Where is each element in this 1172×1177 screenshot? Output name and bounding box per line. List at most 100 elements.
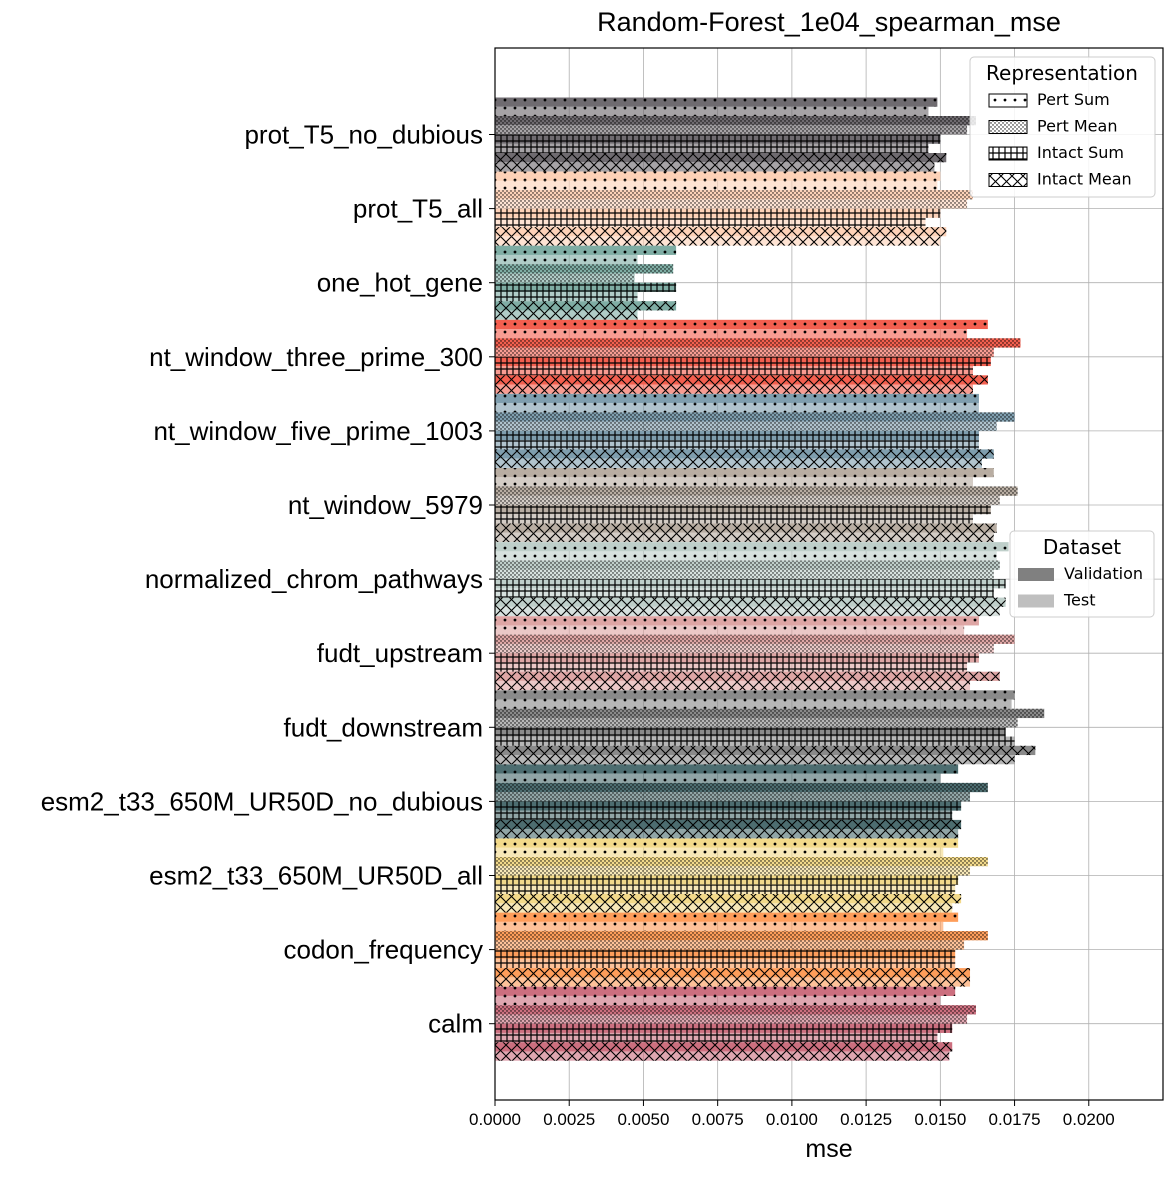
bar <box>495 264 674 274</box>
bars <box>495 97 1045 1061</box>
bar <box>495 1032 938 1043</box>
x-tick-label: 0.0125 <box>840 1110 892 1129</box>
bar <box>495 551 997 561</box>
legend-entry: Pert Sum <box>988 90 1110 109</box>
y-tick-label: calm <box>428 1009 483 1039</box>
bar <box>495 662 968 672</box>
bar <box>495 143 929 153</box>
legend-entry: Intact Mean <box>988 170 1132 189</box>
bar <box>495 134 941 144</box>
bar <box>495 449 994 459</box>
legend-label: Validation <box>1064 564 1143 583</box>
bar <box>495 523 997 533</box>
bar <box>495 329 968 339</box>
bar <box>495 468 994 478</box>
bar <box>495 366 973 376</box>
bar <box>495 347 994 357</box>
bar <box>495 495 1000 505</box>
bar <box>495 643 994 654</box>
legend-representation: Representation Pert Sum Pert Mean Intact Su… <box>969 56 1156 198</box>
bar <box>495 912 959 922</box>
y-tick-label: nt_window_5979 <box>288 490 483 520</box>
x-axis: 0.0000 0.0025 0.0050 0.0075 0.0100 0.0125 0.01… <box>469 1100 1115 1129</box>
bar <box>495 569 994 580</box>
bar <box>495 273 635 283</box>
y-tick-label: fudt_upstream <box>317 638 483 668</box>
bar <box>495 931 988 941</box>
bar <box>495 116 976 126</box>
bar <box>495 625 965 635</box>
legend-entry: Validation <box>1018 564 1143 583</box>
bar <box>495 616 979 626</box>
legend-frame <box>969 56 1156 198</box>
bar <box>495 180 938 191</box>
bar <box>495 699 1012 709</box>
legend-dataset: Dataset Validation Test <box>1009 530 1155 618</box>
bar <box>495 338 1021 348</box>
bar <box>495 986 956 996</box>
chart-title: Random-Forest_1e04_spearman_mse <box>597 7 1061 37</box>
bar <box>495 949 956 959</box>
y-tick-label: nt_window_three_prime_300 <box>149 342 483 372</box>
bar <box>495 171 941 181</box>
bar <box>495 727 1006 737</box>
bar <box>495 857 988 867</box>
legend-title: Representation <box>986 61 1138 85</box>
legend-label: Test <box>1063 591 1096 610</box>
bar <box>495 745 1036 756</box>
bar <box>495 606 1000 617</box>
bar <box>495 995 941 1006</box>
bar <box>495 894 962 904</box>
bar <box>495 125 968 135</box>
bar <box>495 393 979 404</box>
y-tick-label: fudt_downstream <box>284 712 483 742</box>
x-tick-label: 0.0175 <box>989 1110 1041 1129</box>
bar <box>495 421 997 431</box>
y-tick-label: esm2_t33_650M_UR50D_no_dubious <box>41 786 483 816</box>
bar <box>495 282 677 292</box>
bar <box>495 291 638 302</box>
bar <box>495 597 1006 607</box>
bar <box>495 514 973 524</box>
bar <box>495 190 973 200</box>
bar <box>495 782 988 793</box>
bar <box>495 690 1015 700</box>
bar <box>495 866 971 876</box>
bar <box>495 319 988 330</box>
y-tick-label: codon_frequency <box>284 935 483 965</box>
x-tick-label: 0.0075 <box>692 1110 744 1129</box>
x-tick-label: 0.0000 <box>469 1110 521 1129</box>
x-axis-label: mse <box>805 1135 852 1163</box>
legend-label: Pert Mean <box>1037 117 1117 136</box>
bar <box>495 301 677 311</box>
bar <box>495 847 944 857</box>
legend-entry: Pert Mean <box>988 117 1117 136</box>
y-axis: prot_T5_no_dubious prot_T5_all one_hot_gen… <box>41 120 495 1039</box>
bar <box>495 708 1045 719</box>
bar <box>495 680 971 691</box>
x-tick-label: 0.0200 <box>1063 1110 1115 1129</box>
legend-title: Dataset <box>1043 535 1121 559</box>
bar <box>495 764 959 774</box>
y-tick-label: nt_window_five_prime_1003 <box>153 416 483 446</box>
bar <box>495 106 929 116</box>
bar <box>495 477 973 487</box>
bar <box>495 801 962 811</box>
bar <box>495 718 1018 728</box>
bar <box>495 162 935 172</box>
bar <box>495 671 1000 681</box>
bar <box>495 977 971 987</box>
bar <box>495 875 959 885</box>
bar <box>495 486 1018 496</box>
bar <box>495 588 994 598</box>
plot-frame <box>494 47 1164 1101</box>
bar <box>495 440 979 450</box>
legend-entry: Intact Sum <box>988 143 1124 162</box>
bar <box>495 356 991 367</box>
bar <box>495 542 1009 552</box>
x-tick-label: 0.0100 <box>766 1110 818 1129</box>
bar <box>495 532 994 542</box>
bar <box>495 736 1015 746</box>
